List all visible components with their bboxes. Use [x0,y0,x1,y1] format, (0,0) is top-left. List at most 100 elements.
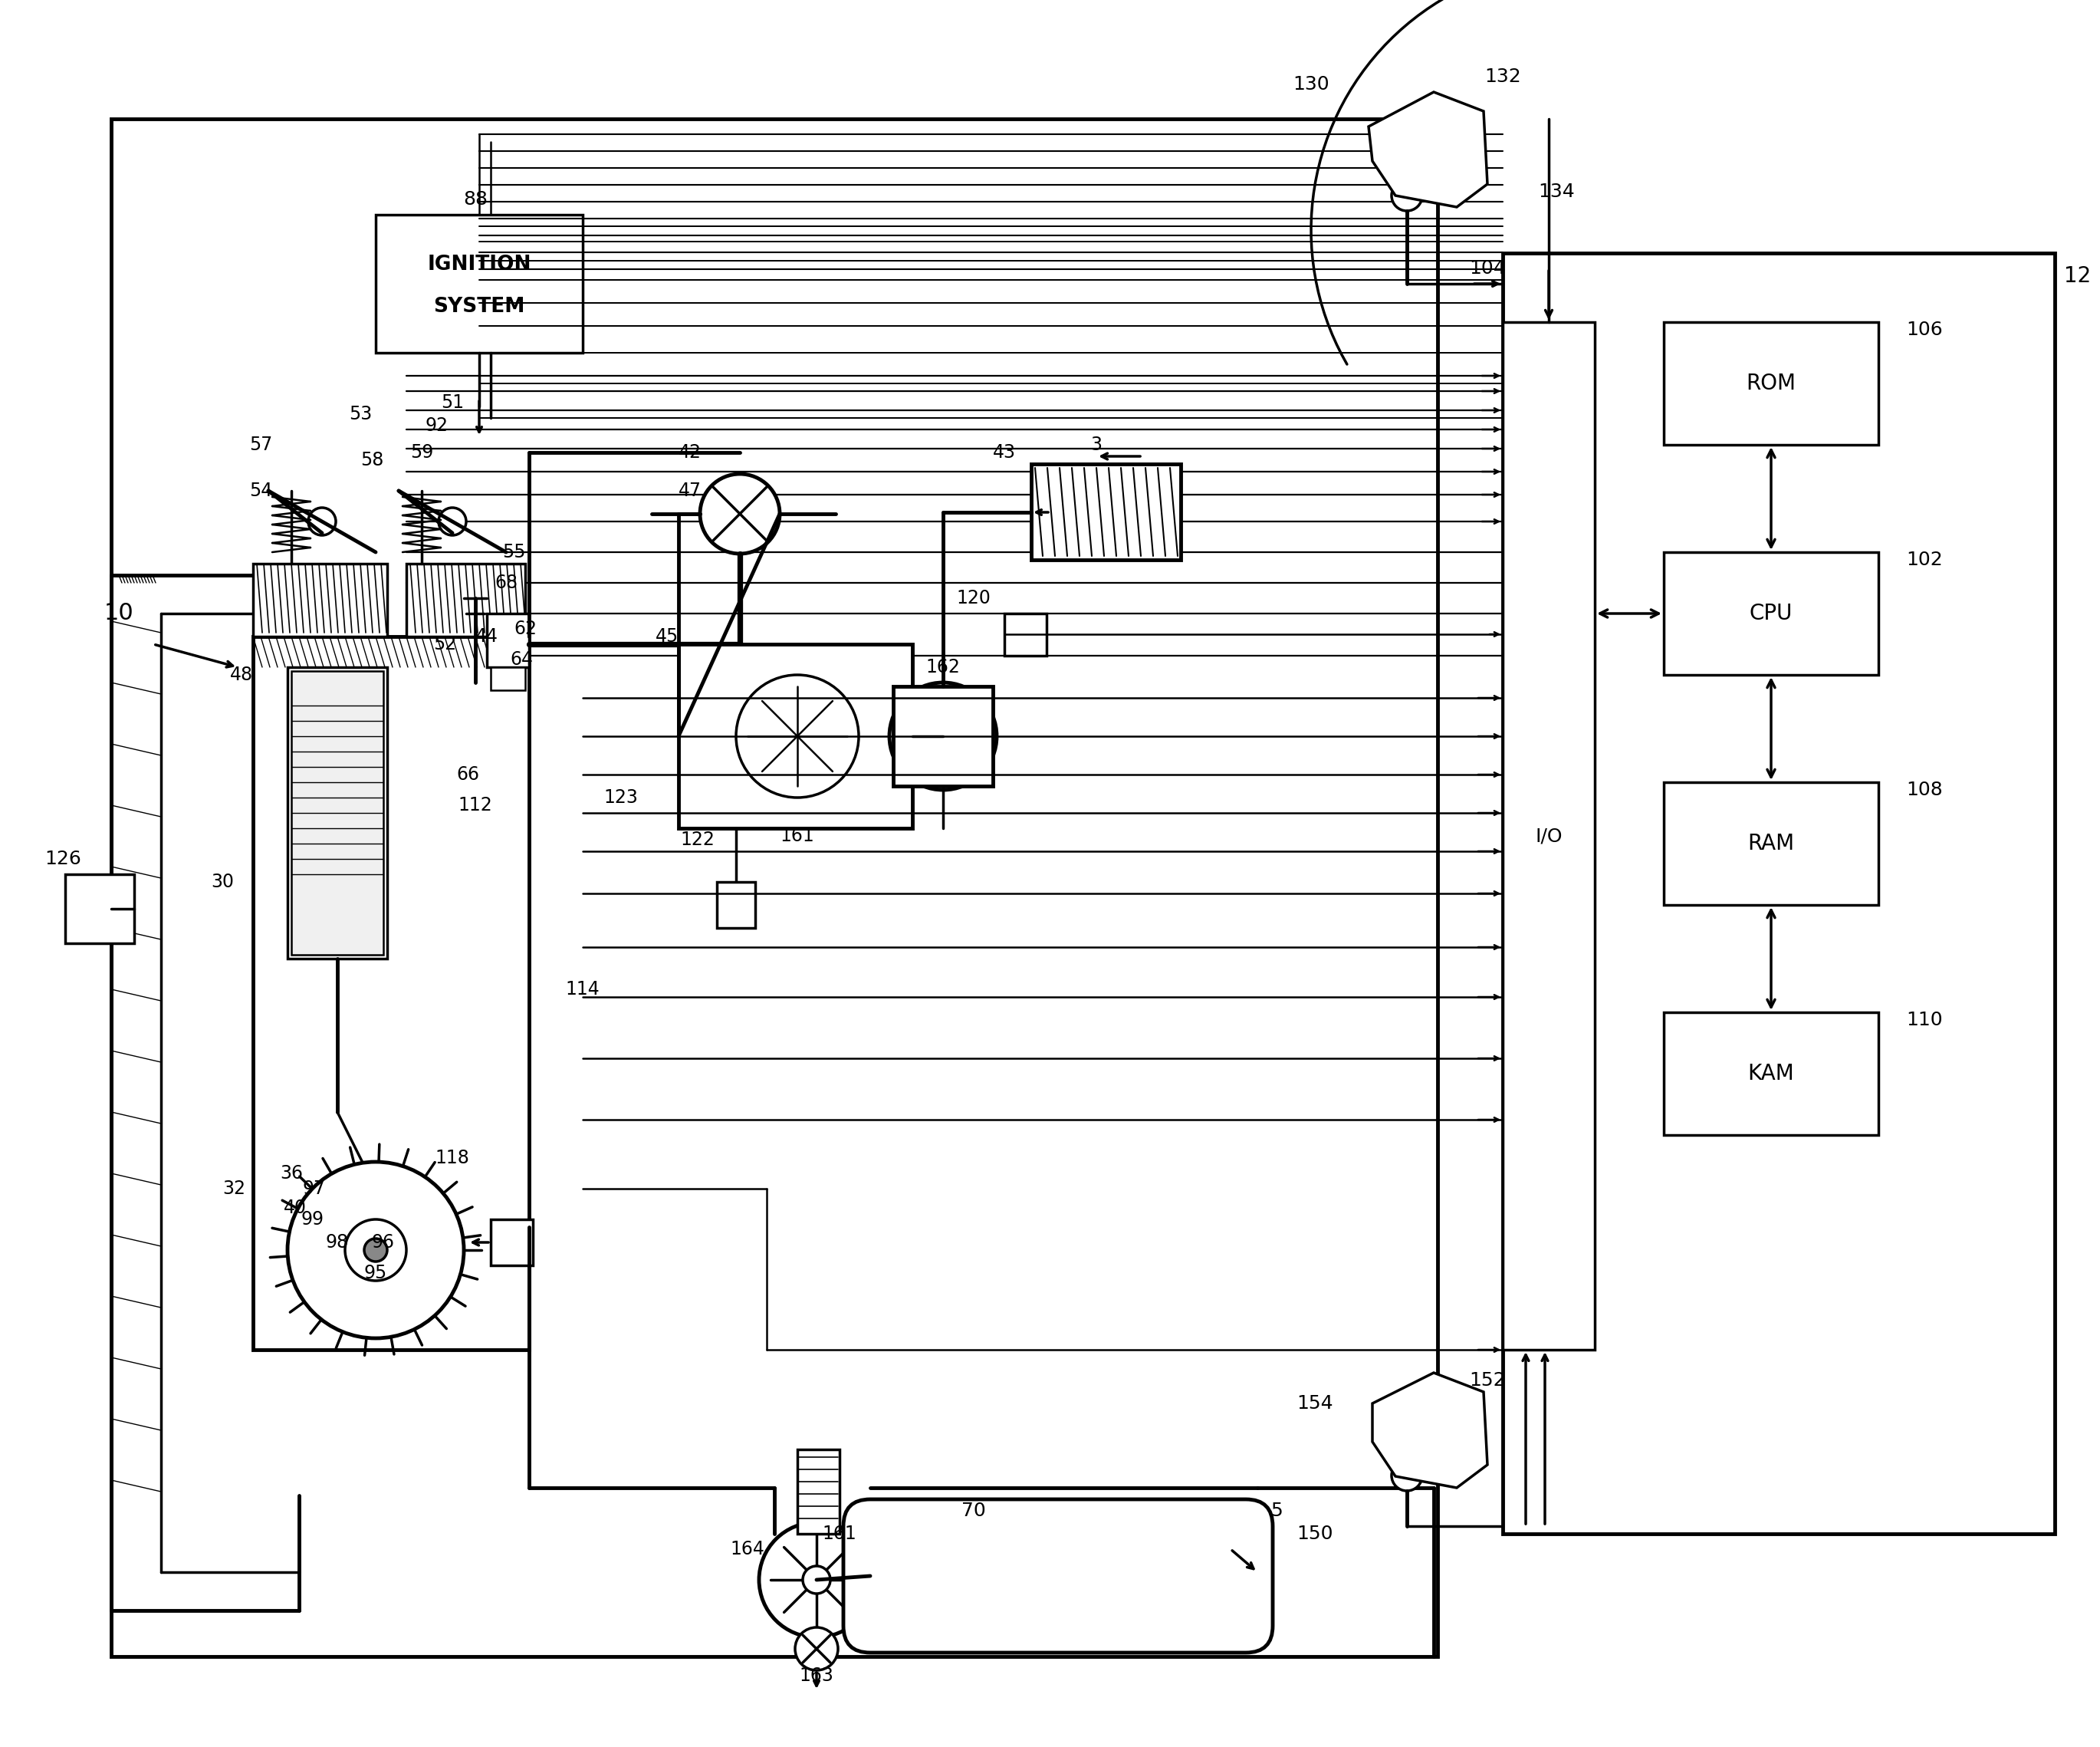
Circle shape [796,1628,838,1670]
Bar [798,1450,840,1534]
Circle shape [363,1239,386,1261]
Bar [1663,1012,1877,1136]
Text: 152: 152 [1470,1371,1506,1389]
Circle shape [802,1565,830,1593]
Text: 161: 161 [823,1525,857,1543]
Text: CPU: CPU [1749,603,1793,624]
Circle shape [1392,1460,1422,1490]
Circle shape [735,674,859,798]
Text: 12: 12 [2064,266,2092,287]
Text: 58: 58 [361,451,384,470]
Text: 112: 112 [458,797,494,814]
Circle shape [890,683,998,790]
Text: 48: 48 [231,666,254,685]
Text: 154: 154 [1296,1394,1334,1413]
Circle shape [1392,180,1422,211]
Text: 97: 97 [302,1179,326,1198]
Text: 64: 64 [510,650,533,669]
Text: 62: 62 [514,620,538,638]
Bar [892,687,993,786]
Text: 126: 126 [44,849,82,868]
Text: 123: 123 [605,788,638,807]
Text: 96: 96 [372,1233,395,1251]
Bar [491,1219,533,1265]
Text: 110: 110 [1907,1012,1943,1029]
Circle shape [439,508,466,535]
Text: 55: 55 [502,543,525,561]
Text: 122: 122 [680,830,714,849]
Text: 150: 150 [1296,1525,1334,1543]
Bar [1663,321,1877,445]
Text: 106: 106 [1907,320,1943,339]
Bar [252,636,529,1350]
Circle shape [309,508,336,535]
Text: 95: 95 [363,1263,386,1282]
Bar [491,667,525,690]
Text: 30: 30 [210,874,233,891]
Text: KAM: KAM [1747,1062,1793,1085]
Circle shape [699,473,779,554]
Bar [292,671,384,956]
Text: 99: 99 [300,1211,323,1228]
Text: 102: 102 [1907,550,1943,570]
Text: 54: 54 [250,482,273,500]
Text: 47: 47 [678,482,701,500]
Bar [252,564,386,636]
Text: 32: 32 [223,1179,246,1198]
Text: 5: 5 [1270,1502,1283,1520]
Text: 161: 161 [781,826,815,846]
Bar [1031,465,1180,559]
Polygon shape [1373,1373,1487,1488]
Bar [487,613,529,667]
Text: ROM: ROM [1747,372,1795,395]
Text: 36: 36 [279,1164,302,1183]
FancyBboxPatch shape [844,1499,1273,1653]
Text: 163: 163 [800,1667,834,1684]
Circle shape [758,1522,874,1637]
Text: 43: 43 [993,444,1016,461]
Bar [1504,321,1594,1350]
Text: SYSTEM: SYSTEM [433,297,525,316]
Bar [376,215,582,353]
Bar [65,874,134,943]
Bar [1004,613,1046,655]
Text: 53: 53 [349,405,372,423]
Text: 3: 3 [1090,435,1102,454]
Text: 134: 134 [1537,182,1575,201]
Text: 118: 118 [435,1150,470,1167]
Text: 10: 10 [105,603,134,625]
Bar [1663,552,1877,674]
Bar [678,645,911,828]
Bar [1504,253,2054,1534]
Polygon shape [1369,93,1487,208]
Text: 162: 162 [926,659,960,676]
Text: 44: 44 [475,627,498,646]
Text: 68: 68 [494,573,517,592]
Text: 108: 108 [1907,781,1943,798]
Text: 70: 70 [962,1502,985,1520]
Text: 130: 130 [1294,75,1329,94]
Bar [288,667,386,959]
Text: 104: 104 [1470,259,1506,278]
Text: 57: 57 [250,435,273,454]
Bar [1663,783,1877,905]
Text: IGNITION: IGNITION [426,255,531,274]
Text: 52: 52 [433,634,456,653]
Text: 120: 120 [956,589,991,608]
Circle shape [932,725,956,748]
Text: 42: 42 [678,444,701,461]
Text: 92: 92 [426,416,449,435]
Text: 132: 132 [1485,68,1520,86]
Text: 66: 66 [456,765,479,784]
Bar [407,564,525,636]
Text: 88: 88 [464,190,487,208]
Bar [716,882,756,928]
Text: I/O: I/O [1535,826,1562,846]
Text: 59: 59 [410,444,433,461]
Circle shape [344,1219,407,1281]
Text: 40: 40 [284,1198,307,1218]
Text: 164: 164 [731,1539,764,1558]
Text: RAM: RAM [1747,833,1795,854]
Circle shape [288,1162,464,1338]
Text: 98: 98 [326,1233,349,1251]
